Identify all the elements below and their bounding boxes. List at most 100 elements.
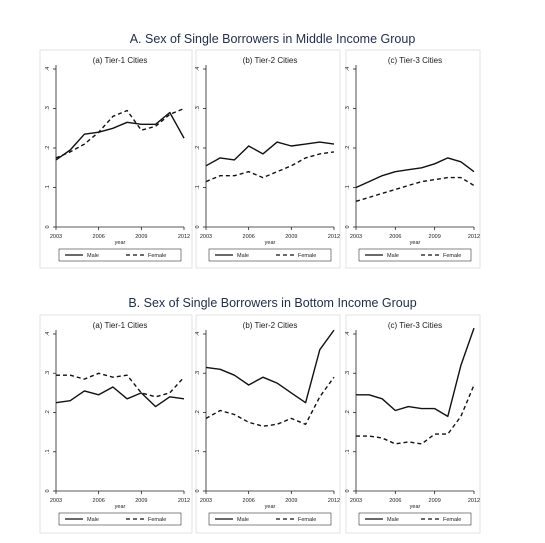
x-tick-label: 2009 — [429, 234, 441, 240]
y-tick-label: .2 — [195, 410, 201, 415]
y-tick-label: .4 — [45, 67, 51, 72]
x-tick-label: 2006 — [243, 234, 255, 240]
chart-panel-4: (a) Tier-1 Cities 0 .1 .2 .3 .4 2003 2006 2009 20… — [39, 314, 193, 534]
y-tick-label: .2 — [195, 146, 201, 151]
y-tick-label: 0 — [345, 489, 351, 492]
x-tick-label: 2012 — [328, 498, 340, 504]
legend: Male Female — [208, 512, 332, 526]
legend-label-male: Male — [387, 517, 399, 523]
y-tick-label: .4 — [195, 67, 201, 72]
y-tick-label: .4 — [345, 332, 351, 337]
legend-label-male: Male — [237, 517, 249, 523]
legend-label-female: Female — [298, 253, 316, 259]
series-line-female — [205, 151, 335, 183]
series-line-male — [55, 386, 185, 408]
series-line-male — [205, 329, 335, 404]
x-tick-label: 2012 — [468, 498, 480, 504]
x-axis-title: year — [115, 504, 126, 510]
legend-box — [208, 512, 332, 526]
legend-label-female: Female — [148, 253, 166, 259]
panel-frame — [39, 314, 193, 534]
x-tick-label: 2012 — [468, 234, 480, 240]
y-tick-label: 0 — [45, 225, 51, 228]
x-tick-label: 2003 — [200, 234, 212, 240]
series-line-female — [56, 372, 185, 398]
x-tick-label: 2012 — [328, 234, 340, 240]
y-tick-label: .4 — [345, 67, 351, 72]
x-tick-label: 2012 — [178, 498, 190, 504]
y-tick-label: .2 — [345, 146, 351, 151]
legend-box — [358, 512, 472, 526]
x-tick-label: 2012 — [178, 234, 190, 240]
x-axis-title: year — [115, 240, 126, 246]
x-tick-label: 2006 — [93, 498, 105, 504]
chart-panel-5: (b) Tier-2 Cities 0 .1 .2 .3 .4 2003 2006 2009 20… — [195, 314, 341, 534]
legend-box — [208, 248, 332, 262]
y-tick-label: .3 — [345, 371, 351, 376]
y-tick-label: 0 — [195, 225, 201, 228]
panel-title: (a) Tier-1 Cities — [93, 56, 148, 65]
y-tick-label: .3 — [45, 106, 51, 111]
x-tick-label: 2006 — [243, 498, 255, 504]
y-tick-label: .4 — [195, 332, 201, 337]
y-tick-label: 0 — [345, 225, 351, 228]
x-tick-label: 2003 — [350, 234, 362, 240]
panel-title: (c) Tier-3 Cities — [388, 321, 442, 330]
y-tick-label: .3 — [45, 371, 51, 376]
y-tick-label: .2 — [45, 410, 51, 415]
legend-label-female: Female — [443, 517, 461, 523]
legend-box — [58, 248, 182, 262]
x-tick-label: 2003 — [50, 234, 62, 240]
chart-panel-6: (c) Tier-3 Cities 0 .1 .2 .3 .4 2003 2006 2009 20… — [345, 314, 481, 534]
y-tick-label: 0 — [195, 489, 201, 492]
panel-title: (b) Tier-2 Cities — [243, 56, 298, 65]
panel-title: (c) Tier-3 Cities — [388, 56, 442, 65]
x-tick-label: 2003 — [350, 498, 362, 504]
series-line-female — [205, 376, 335, 427]
y-tick-label: 0 — [45, 489, 51, 492]
panel-title: (a) Tier-1 Cities — [93, 321, 148, 330]
x-axis-title: year — [265, 240, 276, 246]
y-tick-label: .4 — [45, 332, 51, 337]
chart-panel-2: (b) Tier-2 Cities 0 .1 .2 .3 .4 2003 2006 2009 20… — [195, 49, 341, 269]
legend-label-female: Female — [148, 517, 166, 523]
panel-title: (b) Tier-2 Cities — [243, 321, 298, 330]
legend-label-male: Male — [87, 517, 99, 523]
x-tick-label: 2006 — [389, 234, 401, 240]
y-tick-label: .1 — [345, 449, 351, 454]
panel-frame — [345, 314, 481, 534]
legend-label-male: Male — [237, 253, 249, 259]
legend: Male Female — [58, 512, 182, 526]
x-tick-label: 2006 — [93, 234, 105, 240]
series-line-male — [356, 327, 475, 418]
legend: Male Female — [58, 248, 182, 262]
x-tick-label: 2009 — [135, 234, 147, 240]
section-title-a: A. Sex of Single Borrowers in Middle Inc… — [129, 32, 416, 46]
x-axis-title: year — [410, 240, 421, 246]
y-tick-label: .3 — [195, 371, 201, 376]
y-tick-label: .1 — [195, 449, 201, 454]
x-tick-label: 2006 — [389, 498, 401, 504]
legend: Male Female — [358, 248, 472, 262]
series-line-female — [356, 384, 475, 445]
panel-frame — [195, 314, 341, 534]
legend: Male Female — [208, 248, 332, 262]
chart-panel-3: (c) Tier-3 Cities 0 .1 .2 .3 .4 2003 2006 2009 20… — [345, 49, 481, 269]
series-line-male — [355, 157, 475, 189]
panel-frame — [195, 49, 341, 269]
y-tick-label: .3 — [345, 106, 351, 111]
x-tick-label: 2009 — [429, 498, 441, 504]
x-tick-label: 2009 — [135, 498, 147, 504]
chart-panel-1: (a) Tier-1 Cities 0 .1 .2 .3 .4 2003 2006 2009 20… — [39, 49, 193, 269]
legend: Male Female — [358, 512, 472, 526]
y-tick-label: .1 — [195, 185, 201, 190]
y-tick-label: .1 — [45, 185, 51, 190]
legend-label-male: Male — [387, 253, 399, 259]
x-tick-label: 2009 — [285, 234, 297, 240]
series-line-male — [55, 111, 185, 161]
legend-box — [58, 512, 182, 526]
series-line-female — [55, 107, 185, 159]
series-line-female — [355, 176, 475, 202]
y-tick-label: .2 — [45, 146, 51, 151]
